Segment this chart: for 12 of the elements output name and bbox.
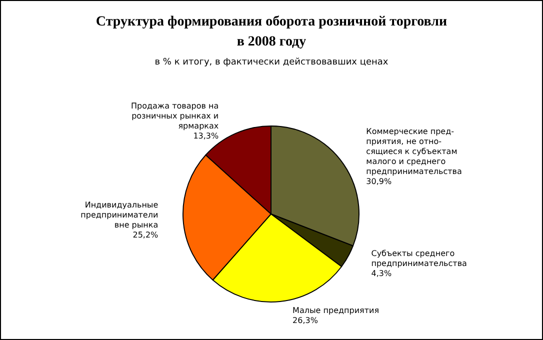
slice-label: Малые предприятия bbox=[292, 306, 380, 315]
chart-title: Структура формирования оборота розничной торговли в 2008 году bbox=[96, 14, 448, 50]
data-label: 13,3% bbox=[193, 131, 219, 140]
slice-label: Индивидуальные предприниматели вне рынка bbox=[80, 200, 158, 230]
slice-label: Субъекты среднего предпринимательства bbox=[371, 248, 468, 268]
data-label: 4,3% bbox=[371, 268, 392, 278]
chart-subtitle: в % к итогу, в фактически действовавших ценах bbox=[154, 58, 389, 68]
slice-label: Продажа товаров на розничных рынках и ярмарках bbox=[131, 101, 219, 130]
data-label: 25,2% bbox=[132, 230, 159, 240]
data-label: 26,3% bbox=[292, 316, 318, 325]
slice-label: Коммерческие пред- приятия, не отно- сящиеся к субъектам малого и среднего предпринимательства bbox=[366, 126, 462, 176]
data-label: 30,9% bbox=[366, 176, 392, 186]
